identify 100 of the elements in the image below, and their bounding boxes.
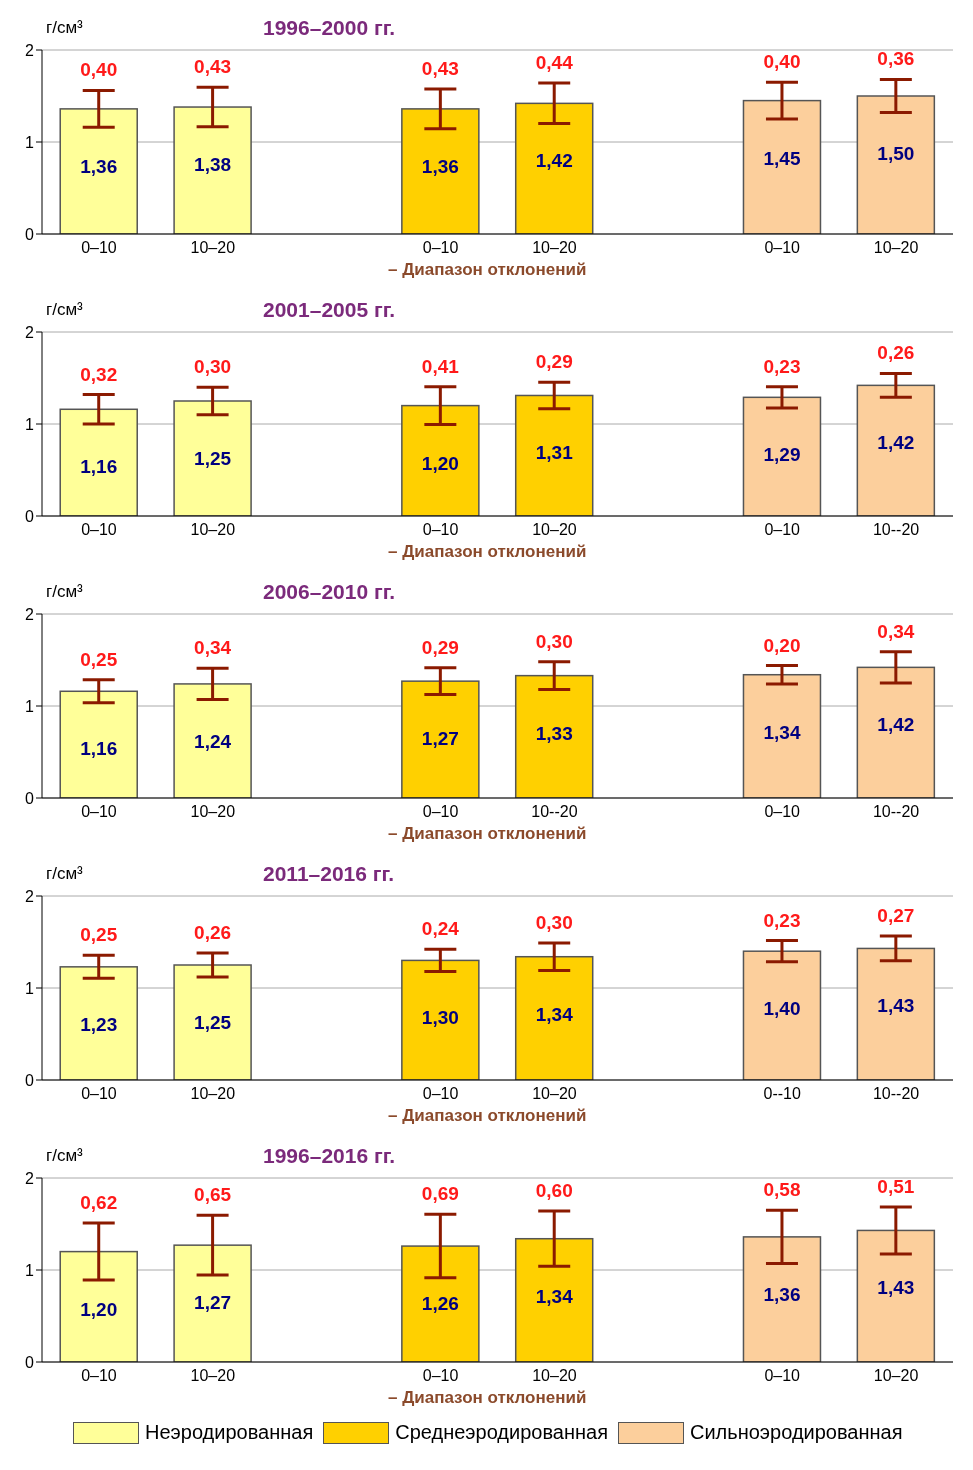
annotation: 0,29 — [421, 636, 459, 658]
x-tick-label: 0–10 — [81, 1085, 117, 1103]
bar — [742, 950, 822, 1080]
data-label: 1,29 — [763, 444, 801, 466]
annotation: 0,23 — [763, 909, 801, 931]
annotation: 0,44 — [535, 52, 574, 74]
y-tick-label: 2 — [25, 323, 35, 341]
x-tick-label: 10--20 — [872, 521, 920, 539]
chart-title: 2006–2010 гг. — [263, 580, 396, 604]
data-label: 1,38 — [194, 154, 232, 176]
x-tick-label: 10–20 — [190, 521, 236, 539]
annotation: 0,41 — [421, 355, 460, 377]
bar — [742, 673, 822, 798]
data-label: 1,34 — [535, 1003, 574, 1025]
bar — [401, 680, 480, 798]
data-label: 1,43 — [877, 995, 915, 1017]
data-label: 1,20 — [80, 1298, 118, 1320]
text: – Диапазон отклонений — [388, 1106, 587, 1126]
x-tick-label: 0–10 — [81, 521, 117, 539]
annotation: 0,34 — [877, 620, 915, 642]
bar — [173, 1244, 252, 1362]
x-tick-label: 10–20 — [873, 239, 919, 257]
x-tick-label: 0–10 — [81, 803, 117, 821]
text: – Диапазон отклонений — [388, 542, 587, 562]
chart-title: 1996–2016 гг. — [263, 1144, 396, 1168]
bar — [401, 1245, 480, 1362]
bar — [742, 1236, 822, 1362]
y-axis-title: г/см³ — [46, 582, 83, 602]
data-label: 1,43 — [877, 1277, 915, 1299]
data-label: 1,42 — [877, 714, 915, 736]
annotation: 0,30 — [535, 630, 573, 652]
y-tick-label: 0 — [25, 789, 35, 807]
annotation: 0,36 — [877, 48, 915, 70]
x-tick-label: 0–10 — [764, 803, 801, 821]
x-tick-label: 10–20 — [190, 803, 236, 821]
chart-title: 1996–2000 гг. — [263, 16, 396, 40]
annotation: 0,51 — [877, 1175, 915, 1197]
x-tick-label: 0–10 — [422, 1085, 459, 1103]
y-tick-label: 2 — [25, 887, 35, 905]
annotation: 0,62 — [80, 1192, 118, 1214]
x-tick-label: 10–20 — [873, 1367, 919, 1385]
bar — [514, 674, 594, 798]
bar — [173, 964, 252, 1080]
data-label: 1,34 — [763, 721, 801, 743]
x-tick-label: 0–10 — [764, 1367, 801, 1385]
data-label: 1,33 — [535, 722, 573, 744]
y-tick-label: 0 — [25, 225, 35, 243]
data-label: 1,36 — [421, 155, 459, 177]
bar — [856, 947, 936, 1080]
text: – Диапазон отклонений — [388, 824, 587, 844]
bar — [59, 690, 138, 798]
y-tick-label: 2 — [25, 1169, 35, 1187]
annotation: 0,69 — [421, 1183, 459, 1205]
legend-label: Сильноэродированная — [690, 1421, 903, 1444]
data-label: 1,42 — [535, 150, 573, 172]
data-label: 1,40 — [763, 998, 801, 1020]
x-tick-label: 0–10 — [764, 521, 801, 539]
x-tick-label: 10–20 — [532, 239, 577, 257]
data-label: 1,30 — [421, 1007, 459, 1029]
x-tick-label: 10–20 — [190, 1085, 236, 1103]
annotation: 0,25 — [80, 648, 118, 670]
annotation: 0,43 — [194, 56, 232, 78]
annotation: 0,24 — [421, 918, 460, 940]
data-label: 1,16 — [80, 738, 118, 760]
data-label: 1,20 — [421, 452, 459, 474]
legend-label: Неэродированная — [145, 1421, 314, 1444]
data-label: 1,23 — [80, 1013, 118, 1035]
x-tick-label: 10–20 — [532, 1367, 577, 1385]
y-axis-title: г/см³ — [46, 300, 83, 320]
x-tick-label: 0–10 — [81, 1367, 117, 1385]
y-tick-label: 2 — [25, 605, 35, 623]
y-tick-label: 0 — [25, 1071, 35, 1089]
data-label: 1,27 — [421, 728, 459, 750]
legend-label: Среднеэродированная — [395, 1421, 608, 1444]
annotation: 0,20 — [763, 634, 801, 656]
data-label: 1,42 — [877, 432, 915, 454]
bar — [514, 394, 594, 516]
bar — [742, 396, 822, 516]
y-axis-title: г/см³ — [46, 18, 83, 38]
x-tick-label: 10--20 — [531, 803, 578, 821]
y-tick-label: 0 — [25, 1353, 35, 1371]
data-label: 1,26 — [421, 1293, 459, 1315]
bar — [856, 1229, 936, 1362]
y-axis-title: г/см³ — [46, 1146, 83, 1166]
y-tick-label: 1 — [25, 415, 35, 433]
x-tick-label: 0–10 — [81, 239, 117, 257]
y-tick-label: 1 — [25, 1261, 35, 1279]
y-tick-label: 1 — [25, 697, 35, 715]
bar — [514, 955, 594, 1080]
bar — [401, 959, 480, 1080]
annotation: 0,43 — [421, 58, 459, 80]
x-tick-label: 0–10 — [422, 803, 459, 821]
x-tick-label: 0–10 — [764, 239, 801, 257]
x-tick-label: 10--20 — [872, 803, 920, 821]
annotation: 0,32 — [80, 363, 118, 385]
bar — [59, 1250, 138, 1362]
x-tick-label: 0–10 — [422, 239, 459, 257]
y-tick-label: 2 — [25, 41, 35, 59]
data-label: 1,25 — [194, 1012, 232, 1033]
bar — [856, 384, 936, 516]
